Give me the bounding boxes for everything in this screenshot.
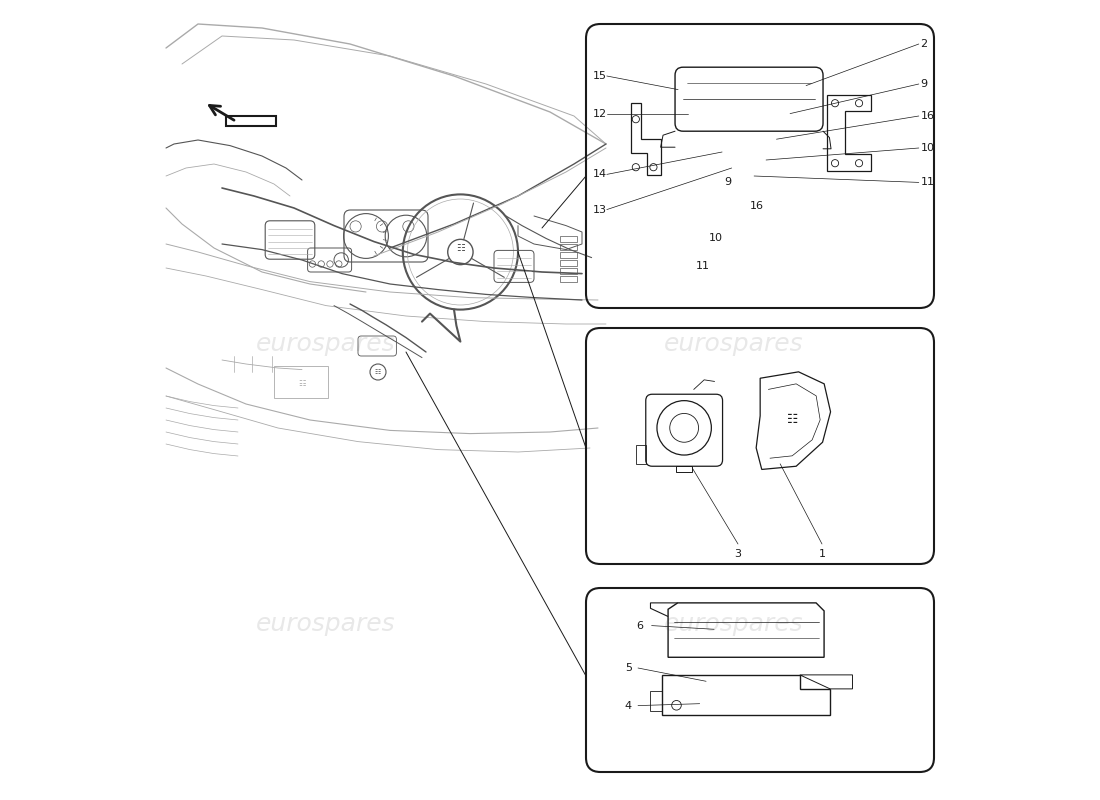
Text: 3: 3	[735, 549, 741, 558]
Text: 15: 15	[593, 71, 606, 81]
Text: ☷: ☷	[456, 243, 465, 253]
Text: eurospares: eurospares	[256, 332, 396, 356]
Text: 11: 11	[921, 178, 934, 187]
Text: 2: 2	[921, 39, 927, 49]
Bar	[650, 691, 662, 711]
Text: eurospares: eurospares	[256, 612, 396, 636]
Bar	[560, 244, 578, 250]
Text: 13: 13	[593, 205, 606, 214]
Text: 9: 9	[921, 79, 927, 89]
Polygon shape	[226, 116, 276, 126]
Bar	[560, 276, 578, 282]
Bar	[560, 268, 578, 274]
Text: 5: 5	[625, 663, 631, 673]
Text: 12: 12	[593, 109, 606, 118]
Bar	[560, 260, 578, 266]
Bar	[560, 252, 578, 258]
Text: ☷: ☷	[375, 369, 381, 375]
Bar	[560, 236, 578, 242]
Text: eurospares: eurospares	[664, 612, 804, 636]
Text: 6: 6	[636, 621, 644, 630]
Bar	[274, 366, 329, 398]
Text: 16: 16	[921, 111, 934, 121]
Text: ☷: ☷	[786, 414, 798, 426]
Text: 10: 10	[708, 234, 723, 243]
Text: eurospares: eurospares	[664, 332, 804, 356]
Text: 10: 10	[921, 143, 934, 153]
Text: ☷: ☷	[298, 378, 306, 388]
Text: 11: 11	[695, 261, 710, 270]
Text: 1: 1	[818, 549, 825, 558]
Text: 4: 4	[625, 701, 632, 710]
Text: 14: 14	[593, 170, 606, 179]
Text: 9: 9	[725, 178, 732, 187]
Text: 16: 16	[750, 202, 764, 211]
